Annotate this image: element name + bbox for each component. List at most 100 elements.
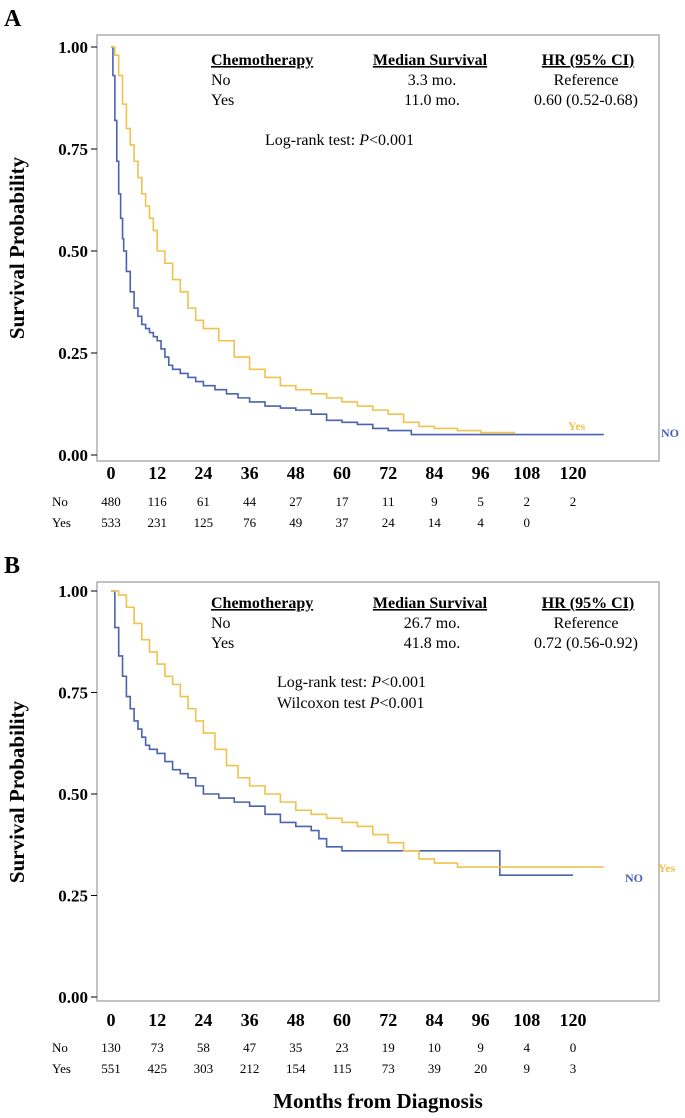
panel-a-y-ticks: 0.00 0.25 0.50 0.75 1.00 [58, 38, 97, 465]
panel-a-curve-no [111, 46, 604, 436]
panel-a-logrank-value: <0.001 [369, 132, 414, 149]
panel-a-curves: Yes NO [111, 46, 679, 440]
panel-b-risk-yes-value: 212 [240, 1061, 260, 1076]
panel-b-risk-no-value: 0 [570, 1040, 577, 1055]
panel-b-risk-no-value: 73 [151, 1040, 164, 1055]
panel-a-x-tick-label: 108 [513, 463, 540, 483]
panel-b-x-ticks: 0 12 24 36 48 60 72 84 96 108 120 [107, 1010, 587, 1030]
panel-b-y-tick-label: 0.75 [58, 684, 88, 703]
panel-a-end-label-yes: Yes [568, 419, 586, 433]
panel-b-risk-label-yes: Yes [52, 1061, 71, 1076]
panel-a-risk-yes-value: 0 [524, 515, 531, 530]
panel-b-risk-yes-value: 154 [286, 1061, 306, 1076]
panel-b-end-label-no: NO [625, 871, 643, 885]
panel-b-row-yes-group: Yes [211, 635, 234, 652]
panel-a-row-yes-group: Yes [211, 92, 234, 109]
panel-a-risk-no-value: 2 [524, 494, 531, 509]
panel-a-x-ticks: 0 12 24 36 48 60 72 84 96 108 120 [107, 463, 587, 483]
panel-a-risk-label-yes: Yes [52, 515, 71, 530]
panel-b-y-tick-label: 0.50 [58, 785, 88, 804]
panel-b-risk-no-value: 19 [382, 1040, 395, 1055]
panel-b-risk-no-value: 9 [477, 1040, 484, 1055]
panel-a-x-tick-label: 24 [194, 463, 212, 483]
panel-b-logrank-prefix: Log-rank test: [277, 674, 371, 691]
panel-b-header-chemotherapy: Chemotherapy [211, 595, 313, 612]
panel-b-logrank-test: Log-rank test: P<0.001 [277, 674, 426, 691]
panel-b-risk-yes-value: 73 [382, 1061, 395, 1076]
panel-a-risk-yes-value: 533 [101, 515, 121, 530]
panel-a-risk-yes-value: 231 [147, 515, 167, 530]
panel-b-row-no-hr: Reference [554, 615, 619, 632]
panel-a-row-no-group: No [211, 72, 231, 89]
panel-b-row-no-group: No [211, 615, 231, 632]
panel-b-wilcoxon-p: P [369, 695, 380, 712]
panel-a-risk-no-value: 17 [336, 494, 350, 509]
panel-a-risk-yes-value: 125 [194, 515, 214, 530]
panel-a-x-tick-label: 0 [107, 463, 116, 483]
panel-a-risk-no-value: 27 [289, 494, 303, 509]
panel-a-x-tick-label: 60 [333, 463, 351, 483]
panel-a-x-tick-label: 12 [148, 463, 166, 483]
panel-b-risk-no-value: 58 [197, 1040, 210, 1055]
panel-b-x-tick-label: 12 [148, 1010, 166, 1030]
panel-a-risk-no-value: 44 [243, 494, 257, 509]
panel-b-risk-yes-value: 3 [570, 1061, 577, 1076]
panel-a-x-tick-label: 72 [379, 463, 397, 483]
panel-a-end-label-no: NO [661, 426, 679, 440]
panel-a-row-yes-median: 11.0 mo. [404, 92, 460, 109]
panel-b-risk-yes-value: 20 [474, 1061, 487, 1076]
panel-b-label: B [4, 553, 20, 579]
panel-a-risk-yes-value: 4 [477, 515, 484, 530]
panel-b-logrank-p: P [370, 674, 381, 691]
panel-b-y-ticks: 0.00 0.25 0.50 0.75 1.00 [58, 582, 97, 1007]
panel-b-x-tick-label: 0 [107, 1010, 116, 1030]
panel-b-risk-yes-value: 303 [194, 1061, 214, 1076]
panel-b-row-yes-hr: 0.72 (0.56-0.92) [534, 635, 638, 652]
panel-a-risk-yes-value: 76 [243, 515, 257, 530]
panel-b-x-tick-label: 108 [513, 1010, 540, 1030]
panel-b-plot-frame [96, 581, 660, 1002]
panel-b-x-tick-label: 120 [560, 1010, 587, 1030]
panel-a-logrank-p: P [358, 132, 369, 149]
panel-b-risk-no-value: 47 [243, 1040, 257, 1055]
panel-a-stats-table: Chemotherapy Median Survival HR (95% CI)… [211, 52, 638, 109]
panel-b-risk-yes-value: 115 [332, 1061, 351, 1076]
panel-b-risk-yes-value: 425 [147, 1061, 167, 1076]
panel-a-x-tick-label: 36 [241, 463, 259, 483]
panel-a-risk-yes-value: 24 [382, 515, 396, 530]
panel-b-y-axis-label: Survival Probability [5, 700, 29, 883]
panel-a-risk-label-no: No [52, 494, 68, 509]
panel-b-row-no-median: 26.7 mo. [404, 615, 460, 632]
panel-b-risk-no-value: 35 [289, 1040, 302, 1055]
panel-a-logrank-prefix: Log-rank test: [265, 132, 359, 149]
panel-b-x-tick-label: 84 [425, 1010, 443, 1030]
panel-b-curve-no [111, 590, 573, 876]
panel-a: A Survival Probability 0.00 0.25 0.50 0.75 1… [4, 6, 679, 530]
panel-a-row-no-hr: Reference [554, 72, 619, 89]
panel-a-y-tick-label: 0.00 [58, 446, 88, 465]
panel-a-risk-no-value: 61 [197, 494, 210, 509]
panel-b-x-tick-label: 48 [287, 1010, 305, 1030]
panel-b-risk-table: No Yes 130 551 73 425 58 303 47 212 35 154 23 115 19… [52, 1040, 576, 1076]
panel-b-risk-yes-value: 39 [428, 1061, 441, 1076]
panel-a-row-no-median: 3.3 mo. [408, 72, 456, 89]
panel-b-risk-label-no: No [52, 1040, 68, 1055]
panel-a-x-tick-label: 96 [472, 463, 490, 483]
panel-a-plot-frame [96, 34, 660, 462]
panel-b-x-tick-label: 96 [472, 1010, 490, 1030]
panel-b-risk-no-value: 23 [336, 1040, 349, 1055]
panel-a-label: A [4, 6, 22, 32]
panel-a-x-tick-label: 48 [287, 463, 305, 483]
panel-a-risk-yes-value: 49 [289, 515, 302, 530]
panel-b-header-hr: HR (95% CI) [542, 595, 634, 612]
panel-b-y-tick-label: 0.00 [58, 988, 88, 1007]
panel-b-stats-table: Chemotherapy Median Survival HR (95% CI)… [211, 595, 638, 652]
panel-a-y-axis-label: Survival Probability [5, 156, 29, 339]
panel-b-logrank-value: <0.001 [381, 674, 426, 691]
panel-b-risk-yes-value: 9 [524, 1061, 531, 1076]
panel-b-wilcoxon-test: Wilcoxon test P<0.001 [277, 695, 424, 712]
panel-b-risk-no-value: 130 [101, 1040, 121, 1055]
panel-a-risk-no-value: 9 [431, 494, 438, 509]
panel-b-x-tick-label: 72 [379, 1010, 397, 1030]
panel-a-risk-yes-value: 37 [336, 515, 350, 530]
